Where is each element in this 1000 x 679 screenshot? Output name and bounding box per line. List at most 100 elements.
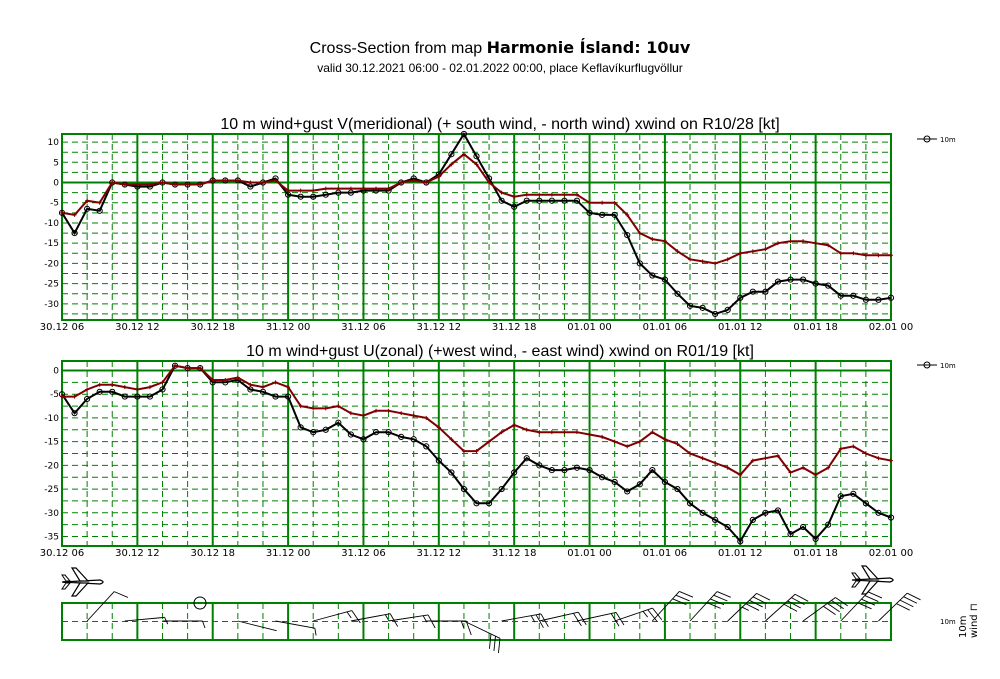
wind-point [297,193,304,200]
x-tick-label: 31.12 18 [492,548,537,559]
barb-feather [710,598,725,606]
x-tick-label: 31.12 06 [341,548,386,559]
wind-point [96,388,103,395]
gust-point [813,472,818,477]
wind-point [624,231,631,239]
wind-point [749,516,756,524]
panel-2-x-ticks: 30.12 06 30.12 12 30.12 18 31.12 00 31.12 06… [40,548,914,559]
barb-staff [727,593,757,622]
wind-point [787,276,794,283]
y-tick-label: 10 [48,138,60,148]
gust-point [851,444,856,449]
wind-point [485,500,493,507]
gust-point [248,382,253,387]
panel-1-y-ticks: 10 5 0 -5 -10 -15 -20 -25 -30 [44,138,59,310]
wind-point [310,429,317,436]
gust-point [110,382,115,387]
gust-point [424,415,429,420]
wind-point [159,386,166,393]
x-tick-label: 01.01 00 [567,322,612,333]
wind-point [561,197,568,204]
barb-feather [114,591,129,598]
wind-point [146,393,154,400]
gust-point [160,380,165,385]
gust-series-line [61,152,891,265]
gust-point [487,180,492,185]
barb-feather [906,592,921,601]
x-tick-label: 30.12 06 [40,322,85,333]
barb-feather [745,603,760,611]
gust-point [85,387,90,392]
wind-point [862,500,869,507]
plot-frame [61,133,892,321]
airplane-icon-left [61,567,104,597]
x-tick-label: 31.12 12 [417,548,462,559]
gust-point [889,253,893,258]
wind-point [887,294,895,301]
main-title-bold: Harmonie Ísland: 10uv [486,38,691,57]
wind-point [875,509,882,516]
gust-point [449,437,454,442]
wind-point [498,197,505,204]
gust-point [311,188,316,193]
barb-half-feather [642,611,649,618]
barb-feather [749,599,763,608]
wind-point [71,410,78,417]
wind-point [774,278,782,285]
wind-point [661,478,669,486]
wind-point [372,429,380,436]
wind-point [649,467,656,474]
wind-point [611,478,618,486]
barb-feather [868,591,883,599]
x-tick-label: 01.01 06 [643,548,688,559]
wind-point [84,395,91,403]
wind-point [699,304,706,311]
gust-point [323,406,328,411]
subtitle: valid 30.12.2021 06:00 - 02.01.2022 00:0… [317,61,683,75]
gust-point [487,439,492,444]
wind-point [774,507,782,514]
wind-point [322,191,329,198]
gust-point [173,363,178,368]
x-tick-label: 01.01 06 [643,322,688,333]
wind-barbs [86,591,921,654]
gust-point [361,186,366,191]
barb-staff [802,597,836,622]
wind-point [749,288,756,295]
barb-staff [576,611,617,622]
gust-point [436,425,441,430]
gust-point [185,182,190,187]
panel-2-y-ticks: 0 -5 -10 -15 -20 -25 -30 -35 [44,366,59,542]
gust-point [512,423,517,428]
wind-point [699,509,706,516]
gust-point [374,408,379,413]
gust-point [838,446,843,451]
gust-point [110,180,115,185]
gust-point [474,162,479,167]
wind-point [599,211,606,218]
barb-staff [840,591,869,622]
wind-point [511,203,518,210]
y-tick-label: -25 [44,280,59,290]
barb-legend-10m: 10m [958,616,969,638]
calm-circle [193,596,207,610]
gust-point [411,413,416,418]
wind-point [398,433,405,440]
gust-point [185,366,190,371]
wind-point [862,296,869,303]
gust-point [286,188,291,193]
wind-point [674,290,681,297]
wind-point [473,153,480,160]
gust-point [688,257,693,262]
barb-feather [498,638,501,654]
wind-point [812,535,819,542]
gust-point [260,180,265,185]
wind-point [548,467,555,474]
gust-point [336,404,341,409]
barb-feather [787,600,801,609]
wind-point [385,429,392,436]
y-tick-label: -10 [44,414,59,424]
x-tick-label: 31.12 18 [492,322,537,333]
gust-point [637,439,642,444]
gust-point [625,212,630,217]
